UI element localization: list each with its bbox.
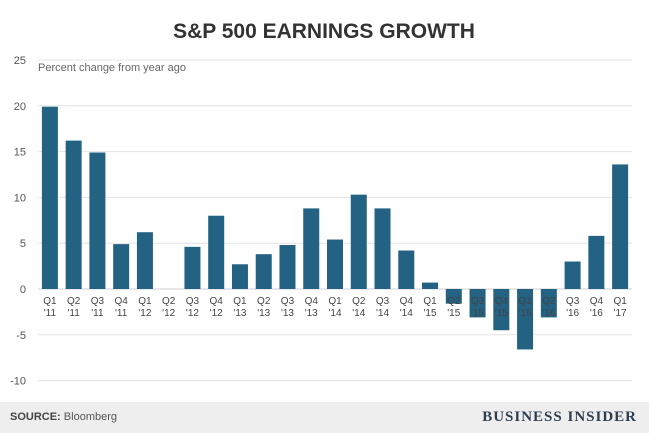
x-tick-label: Q1 (233, 296, 247, 307)
x-tick-label: '14 (400, 308, 413, 319)
y-tick-label: 10 (14, 192, 26, 204)
x-tick-label: Q4 (210, 296, 224, 307)
x-tick-label: Q4 (495, 296, 509, 307)
y-tick-label: -10 (10, 376, 26, 388)
x-tick-label: Q1 (43, 296, 57, 307)
source-text: Bloomberg (63, 411, 117, 423)
x-tick-label: Q3 (91, 296, 105, 307)
bar (327, 239, 343, 289)
x-tick-label: Q1 (423, 296, 437, 307)
bar (445, 289, 462, 304)
x-tick-label: '11 (44, 308, 57, 319)
bar (136, 232, 153, 289)
x-tick-label: '13 (281, 308, 294, 319)
bar (303, 208, 320, 289)
x-tick-label: Q2 (67, 296, 81, 307)
y-tick-label: 5 (20, 238, 26, 250)
grid-layer (38, 59, 632, 382)
bar (493, 289, 510, 331)
bar (422, 282, 439, 289)
x-tick-label: '13 (233, 308, 246, 319)
x-tick-label: '14 (328, 308, 341, 319)
x-tick-label: '11 (67, 308, 80, 319)
x-tick-label: '11 (91, 308, 104, 319)
bar (612, 164, 629, 289)
x-tick-label: '13 (257, 308, 270, 319)
x-tick-label: '14 (352, 308, 365, 319)
x-tick-label: Q1 (518, 296, 532, 307)
x-tick-label: '11 (115, 308, 128, 319)
bar (208, 215, 225, 289)
x-tick-label: Q4 (114, 296, 128, 307)
x-tick-label: '12 (210, 308, 223, 319)
brand-logo: BUSINESS INSIDER (482, 409, 637, 425)
bar (540, 289, 557, 318)
bar (184, 246, 201, 289)
x-tick-label: Q2 (162, 296, 176, 307)
x-tick-label: Q1 (138, 296, 152, 307)
x-tick-label: Q3 (376, 296, 390, 307)
x-tick-label: '15 (471, 308, 484, 319)
x-tick-label: Q2 (352, 296, 366, 307)
source-note: SOURCE: Bloomberg (10, 411, 117, 423)
x-tick-label: Q3 (186, 296, 200, 307)
x-tick-label: Q3 (471, 296, 485, 307)
x-tick-label: Q1 (328, 296, 342, 307)
source-label: SOURCE: (10, 411, 61, 423)
bar (89, 152, 106, 289)
bar (41, 106, 58, 289)
x-tick-label: '14 (376, 308, 389, 319)
x-tick-label: '16 (566, 308, 579, 319)
chart-subtitle: Percent change from year ago (38, 62, 186, 74)
x-tick-label: '12 (186, 308, 199, 319)
bar (231, 264, 248, 289)
bar (469, 289, 486, 318)
bar (65, 140, 82, 289)
x-tick-label: '15 (424, 308, 437, 319)
x-tick-label: '13 (305, 308, 318, 319)
x-tick-label: Q2 (257, 296, 271, 307)
x-tick-label: Q4 (305, 296, 319, 307)
y-tick-label: 0 (20, 284, 26, 296)
x-tick-label: Q4 (590, 296, 604, 307)
x-tick-label: '12 (138, 308, 151, 319)
bar (350, 194, 367, 289)
x-tick-label: '16 (519, 308, 532, 319)
bar (588, 235, 605, 289)
bar-layer (41, 106, 629, 350)
x-tick-label: '16 (542, 308, 555, 319)
x-tick-label: Q3 (566, 296, 580, 307)
bar (113, 244, 130, 289)
x-tick-label: Q3 (281, 296, 295, 307)
x-tick-label: '15 (495, 308, 508, 319)
bar (398, 250, 415, 289)
footer: SOURCE: Bloomberg BUSINESS INSIDER (0, 402, 649, 433)
x-tick-label: '17 (614, 308, 627, 319)
chart-svg: 2520151050-5-10Q1'11Q2'11Q3'11Q4'11Q1'12… (10, 20, 632, 388)
y-tick-label: 15 (14, 147, 26, 159)
x-tick-label: Q4 (400, 296, 414, 307)
bar (374, 208, 391, 289)
x-tick-label: '12 (162, 308, 175, 319)
chart-title: S&P 500 EARNINGS GROWTH (173, 20, 475, 43)
bar (517, 289, 534, 350)
x-tick-label: '16 (590, 308, 603, 319)
y-tick-label: 25 (14, 55, 26, 67)
y-tick-label: -5 (16, 330, 26, 342)
bar (255, 254, 272, 289)
bar (279, 245, 296, 289)
x-tick-label: Q2 (542, 296, 556, 307)
x-tick-label: Q2 (447, 296, 461, 307)
y-tick-label: 20 (14, 101, 26, 113)
bar (564, 261, 581, 289)
x-tick-label: Q1 (613, 296, 627, 307)
x-tick-label: '15 (447, 308, 460, 319)
label-layer: 2520151050-5-10Q1'11Q2'11Q3'11Q4'11Q1'12… (10, 55, 627, 388)
